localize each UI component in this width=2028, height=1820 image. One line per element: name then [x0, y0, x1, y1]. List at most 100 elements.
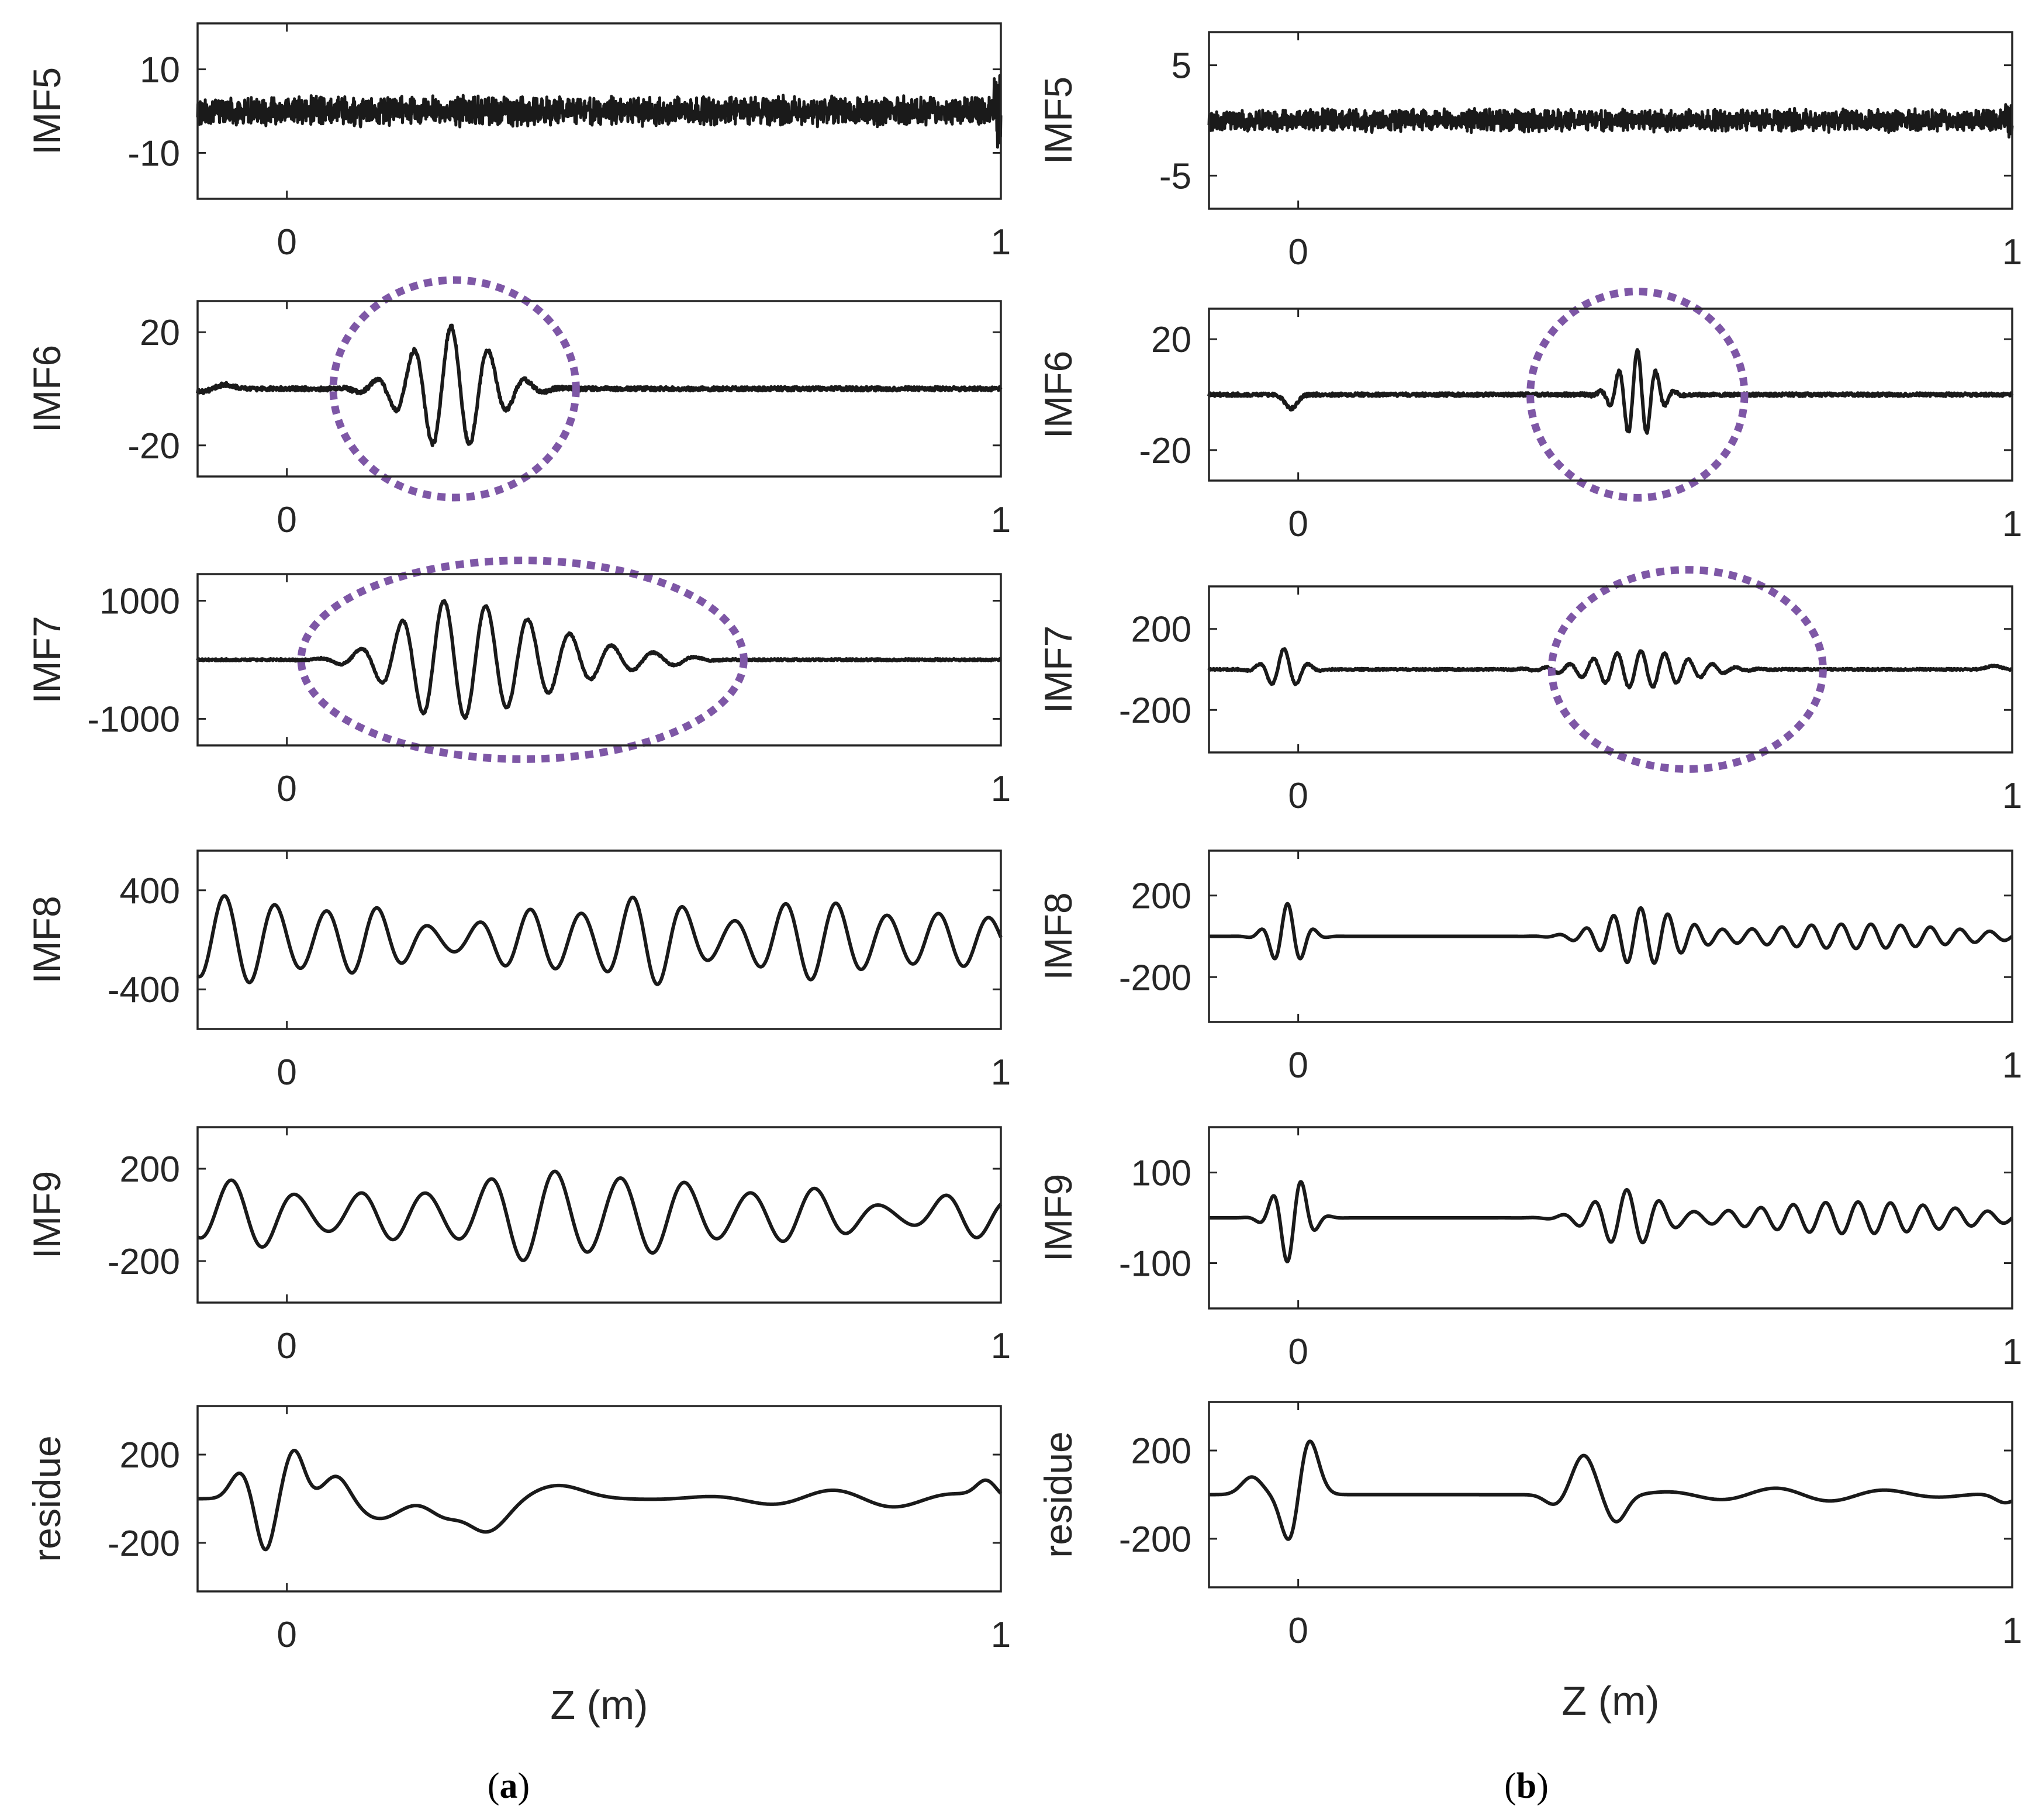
subplot-a-imf6: 20 -20 0 1 IMF6 — [25, 276, 1011, 540]
subplot-a-residue: 200 -200 0 1 residue Z (m) — [25, 1405, 1011, 1728]
y-tick-label: 400 — [120, 871, 180, 911]
y-tick-label: 200 — [1131, 610, 1191, 650]
x-axis-label: Z (m) — [1561, 1678, 1659, 1724]
x-tick-label: 0 — [1288, 1611, 1308, 1651]
panel-label-a-text: a — [500, 1766, 518, 1806]
series-line — [196, 74, 1003, 149]
series-line — [1208, 1439, 2013, 1541]
x-tick-label: 0 — [1288, 232, 1308, 272]
series-line — [196, 894, 1003, 986]
axes-box — [196, 849, 1002, 1030]
series-line — [1208, 902, 2013, 965]
subplot-a-imf8: 400 -400 0 1 IMF8 — [25, 849, 1011, 1093]
y-tick-label: 200 — [120, 1149, 180, 1190]
x-tick-label: 0 — [277, 500, 296, 540]
x-tick-label: 1 — [2002, 232, 2022, 272]
y-axis-label: IMF5 — [1037, 77, 1080, 164]
highlight-ellipse — [1526, 288, 1749, 502]
x-tick-label: 1 — [2002, 1045, 2022, 1086]
x-tick-label: 0 — [1288, 1332, 1308, 1372]
y-tick-label: -20 — [127, 426, 180, 467]
y-tick-label: -200 — [1119, 1519, 1191, 1560]
y-tick-label: 10 — [140, 50, 180, 91]
y-axis-label: IMF6 — [1037, 351, 1080, 438]
y-tick-label: -1000 — [87, 700, 180, 740]
subplot-b-imf5: 5 -5 0 1 IMF5 — [1037, 31, 2022, 272]
x-tick-label: 0 — [1288, 776, 1308, 816]
axes-box — [1208, 308, 2013, 482]
x-tick-label: 0 — [277, 1326, 296, 1366]
y-axis-label: IMF7 — [1037, 626, 1080, 713]
y-tick-label: -200 — [108, 1524, 180, 1564]
subplot-a-imf5: 10 -10 0 1 IMF5 — [25, 22, 1011, 263]
axes-box — [196, 1405, 1002, 1593]
y-tick-label: -20 — [1139, 431, 1191, 471]
x-tick-label: 1 — [2002, 1611, 2022, 1651]
highlight-ellipse — [1547, 566, 1827, 773]
y-tick-label: 20 — [140, 313, 180, 353]
series-line — [1207, 103, 2014, 139]
series-line — [1208, 1180, 2014, 1263]
y-tick-label: 200 — [120, 1435, 180, 1476]
y-tick-label: -10 — [127, 133, 180, 174]
x-axis-label: Z (m) — [550, 1682, 648, 1728]
x-tick-label: 1 — [991, 1052, 1011, 1093]
x-tick-label: 1 — [2002, 1332, 2022, 1372]
y-tick-label: 20 — [1151, 320, 1191, 360]
axes-box — [196, 300, 1002, 478]
y-axis-label: IMF8 — [1037, 892, 1080, 980]
axes-box — [1208, 1126, 2013, 1310]
subplot-a-imf7: 1000 -1000 0 1 IMF7 — [25, 557, 1011, 809]
axes-box — [196, 573, 1002, 747]
y-tick-label: -100 — [1119, 1244, 1191, 1284]
panel-label-b: (b) — [1504, 1766, 1549, 1806]
x-tick-label: 1 — [991, 500, 1011, 540]
axes-box — [1208, 31, 2013, 210]
y-tick-label: -400 — [108, 970, 180, 1010]
y-axis-label: IMF6 — [25, 345, 68, 433]
series-line — [196, 1169, 1003, 1262]
axes-box — [196, 1126, 1002, 1304]
x-tick-label: 1 — [991, 769, 1011, 809]
panel-label-a: (a) — [488, 1766, 530, 1806]
y-tick-label: 5 — [1172, 46, 1191, 87]
subplot-b-imf7: 200 -200 0 1 IMF7 — [1037, 566, 2022, 816]
y-axis-label: IMF9 — [1037, 1174, 1080, 1262]
axes-box — [1208, 849, 2013, 1023]
axes-box — [196, 22, 1002, 200]
y-tick-label: 100 — [1131, 1154, 1191, 1194]
series-line — [1207, 348, 2014, 435]
x-tick-label: 0 — [277, 1615, 296, 1655]
y-axis-label: IMF5 — [25, 67, 68, 155]
highlight-ellipse — [297, 557, 748, 763]
y-tick-label: -200 — [1119, 690, 1191, 731]
subplot-b-imf9: 100 -100 0 1 IMF9 — [1037, 1126, 2022, 1372]
y-tick-label: -200 — [108, 1242, 180, 1282]
y-tick-label: -5 — [1159, 156, 1191, 196]
x-tick-label: 1 — [2002, 504, 2022, 544]
y-axis-label: IMF9 — [25, 1171, 68, 1259]
y-tick-label: 200 — [1131, 876, 1191, 917]
x-tick-label: 0 — [1288, 504, 1308, 544]
subplot-b-imf6: 20 -20 0 1 IMF6 — [1037, 288, 2022, 544]
x-tick-label: 1 — [991, 1615, 1011, 1655]
series-line — [196, 1449, 1003, 1552]
y-axis-label: IMF7 — [25, 616, 68, 703]
y-tick-label: -200 — [1119, 958, 1191, 998]
y-axis-label: residue — [1037, 1431, 1080, 1557]
x-tick-label: 1 — [2002, 776, 2022, 816]
x-tick-label: 0 — [277, 1052, 296, 1093]
subplot-b-residue: 200 -200 0 1 residue Z (m) — [1037, 1401, 2022, 1724]
subplot-b-imf8: 200 -200 0 1 IMF8 — [1037, 849, 2022, 1086]
axes-box — [1208, 585, 2013, 754]
y-axis-label: IMF8 — [25, 896, 68, 983]
subplot-a-imf9: 200 -200 0 1 IMF9 — [25, 1126, 1011, 1366]
x-tick-label: 0 — [1288, 1045, 1308, 1086]
y-tick-label: 1000 — [99, 581, 180, 621]
x-tick-label: 1 — [991, 1326, 1011, 1366]
series-line — [196, 599, 1002, 720]
x-tick-label: 1 — [991, 222, 1011, 263]
highlight-ellipse — [329, 276, 580, 502]
